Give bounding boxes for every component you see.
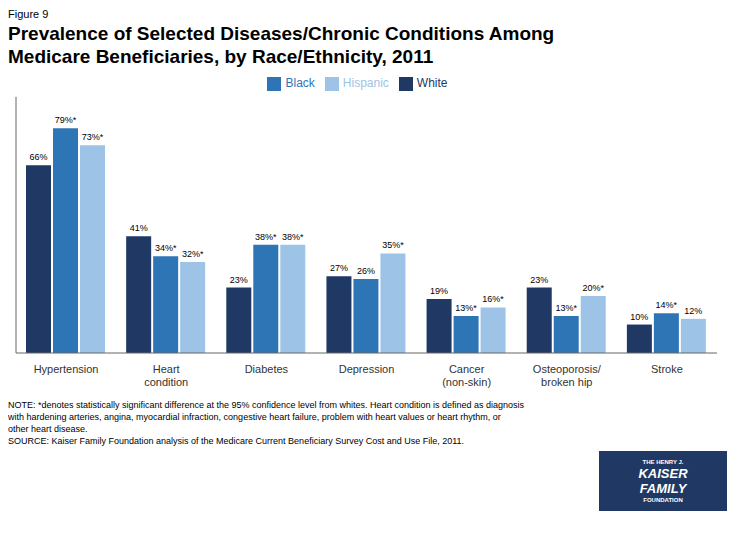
- svg-text:Depression: Depression: [339, 363, 395, 375]
- svg-text:35%*: 35%*: [382, 240, 404, 250]
- svg-text:Hypertension: Hypertension: [34, 363, 99, 375]
- html-text:Hispanic: Hispanic: [342, 76, 389, 90]
- svg-text:19%: 19%: [430, 286, 448, 296]
- svg-text:66%: 66%: [30, 152, 48, 162]
- svg-text:12%: 12%: [684, 306, 702, 316]
- html-text:NOTE: *denotes statistically s: NOTE: *denotes statistically significant…: [8, 400, 525, 410]
- svg-text:79%*: 79%*: [55, 115, 77, 125]
- svg-text:26%: 26%: [357, 266, 375, 276]
- html-text:THE HENRY J.: THE HENRY J.: [642, 459, 684, 465]
- html-text:Black: Black: [285, 76, 315, 90]
- svg-text:13%*: 13%*: [455, 303, 477, 313]
- svg-text:20%*: 20%*: [582, 283, 604, 293]
- html-text:KAISER: KAISER: [638, 466, 688, 481]
- svg-text:16%*: 16%*: [482, 294, 504, 304]
- svg-text:38%*: 38%*: [282, 232, 304, 242]
- html-text:other heart disease.: other heart disease.: [8, 424, 88, 434]
- html-text:FOUNDATION: FOUNDATION: [643, 497, 683, 503]
- svg-text:38%*: 38%*: [255, 232, 277, 242]
- html-text:Medicare Beneficiaries, by Rac: Medicare Beneficiaries, by Race/Ethnicit…: [8, 46, 434, 67]
- svg-text:23%: 23%: [230, 275, 248, 285]
- svg-text:73%*: 73%*: [82, 132, 104, 142]
- svg-text:32%*: 32%*: [182, 249, 204, 259]
- html-text:White: White: [416, 76, 448, 90]
- svg-text:Diabetes: Diabetes: [245, 363, 289, 375]
- html-text:SOURCE: Kaiser Family Foundati: SOURCE: Kaiser Family Foundation analysi…: [8, 436, 464, 446]
- svg-text:10%: 10%: [630, 312, 648, 322]
- svg-text:Heartcondition: Heartcondition: [144, 363, 188, 388]
- html-text:Prevalence of Selected Disease: Prevalence of Selected Diseases/Chronic …: [8, 23, 555, 44]
- svg-text:Cancer(non-skin): Cancer(non-skin): [442, 363, 491, 388]
- svg-text:27%: 27%: [330, 263, 348, 273]
- svg-text:41%: 41%: [130, 223, 148, 233]
- html-text:Figure 9: Figure 9: [8, 8, 49, 20]
- svg-text:13%*: 13%*: [555, 303, 577, 313]
- html-text:FAMILY: FAMILY: [639, 481, 687, 496]
- svg-text:Stroke: Stroke: [651, 363, 683, 375]
- svg-text:Osteoporosis/broken hip: Osteoporosis/broken hip: [533, 363, 602, 388]
- svg-text:14%*: 14%*: [656, 300, 678, 310]
- html-text:with hardening arteries, angin: with hardening arteries, angina, myocard…: [8, 412, 501, 422]
- svg-text:23%: 23%: [530, 275, 548, 285]
- svg-text:34%*: 34%*: [155, 243, 177, 253]
